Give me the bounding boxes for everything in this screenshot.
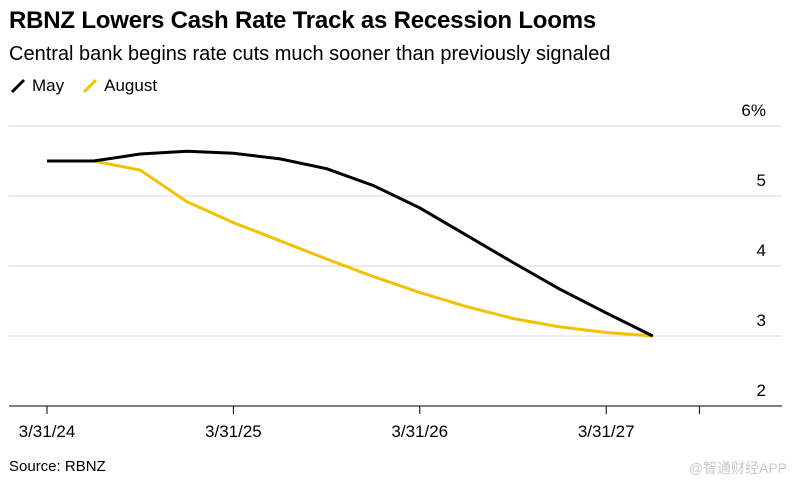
legend-item-may: May	[10, 76, 64, 96]
legend-swatch-may	[10, 78, 26, 94]
x-tick-label: 3/31/27	[578, 422, 635, 441]
legend-label-august: August	[104, 76, 158, 95]
x-tick-label: 3/31/24	[19, 422, 76, 441]
y-tick-label: 3	[757, 311, 766, 330]
x-tick-label: 3/31/26	[391, 422, 448, 441]
y-tick-label: 6%	[741, 101, 766, 120]
source-note: Source: RBNZ	[9, 458, 106, 475]
x-tick-label: 3/31/25	[205, 422, 262, 441]
y-tick-label: 4	[757, 241, 766, 260]
legend: May August	[10, 76, 175, 96]
legend-label-may: May	[32, 76, 65, 95]
y-tick-label: 5	[757, 171, 766, 190]
y-tick-label: 2	[757, 381, 766, 400]
series-line-august	[47, 159, 653, 338]
chart-title: RBNZ Lowers Cash Rate Track as Recession…	[9, 7, 597, 34]
chart-subtitle: Central bank begins rate cuts much soone…	[9, 43, 611, 65]
watermark: @智通财经APP	[688, 460, 787, 476]
legend-item-august: August	[82, 76, 157, 96]
legend-swatch-august	[83, 78, 98, 94]
series-line-may	[47, 149, 654, 338]
